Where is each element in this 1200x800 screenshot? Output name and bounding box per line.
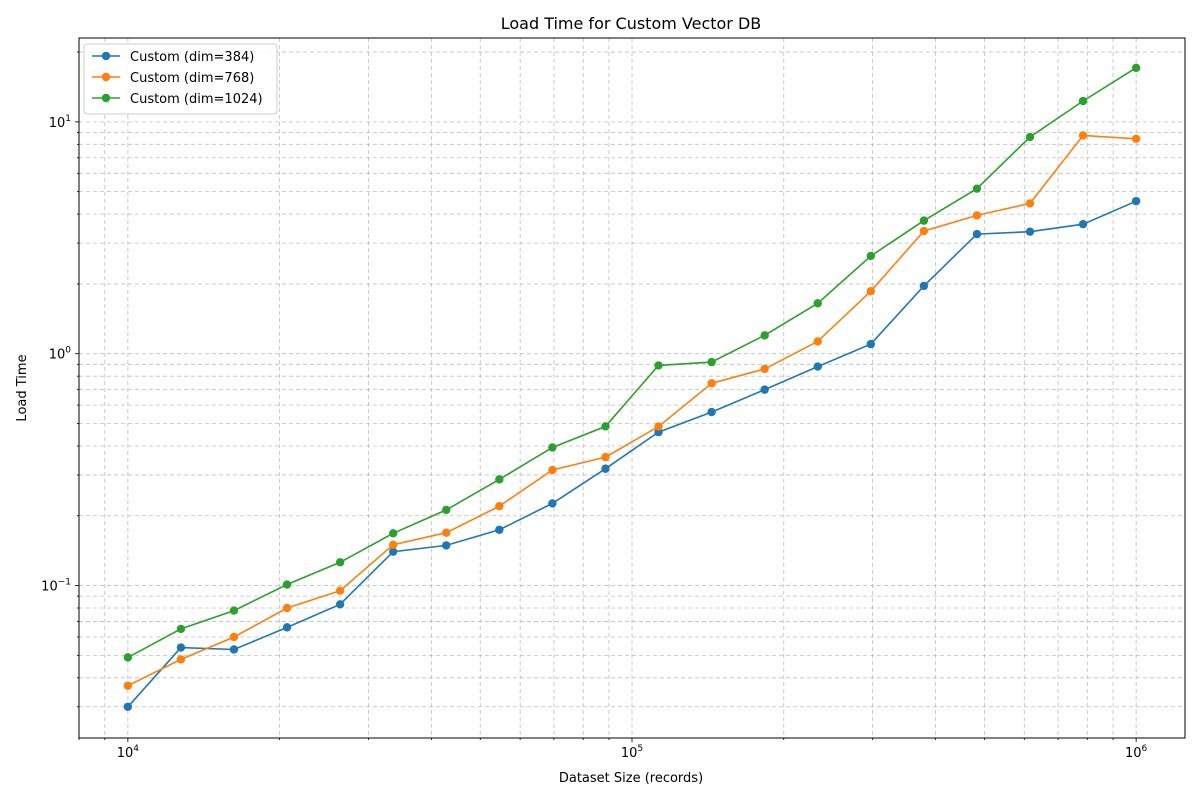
legend-swatch-marker	[101, 51, 111, 61]
data-point	[176, 643, 186, 652]
data-point	[813, 299, 822, 308]
x-tick-label: 104	[117, 744, 140, 761]
data-point	[176, 624, 186, 634]
data-point	[1131, 63, 1141, 73]
x-tick-label: 105	[621, 744, 643, 761]
legend-label: Custom (dim=768)	[130, 71, 254, 86]
y-tick-label: 100	[49, 346, 72, 363]
data-point	[335, 586, 345, 595]
legend-box	[83, 43, 278, 115]
x-tick-label: 106	[1125, 744, 1148, 761]
data-point	[1025, 227, 1035, 236]
data-point	[388, 529, 398, 538]
grid	[78, 38, 1185, 738]
data-point	[442, 505, 451, 515]
data-point	[972, 184, 982, 193]
legend: Custom (dim=384) Custom (dim=768) Custom (…	[83, 43, 278, 115]
data-point	[123, 653, 133, 662]
data-point	[1078, 96, 1088, 106]
data-point	[1131, 196, 1141, 206]
legend-swatch-marker	[101, 72, 111, 82]
data-point	[388, 547, 398, 556]
data-point	[760, 331, 769, 340]
legend-label: Custom (dim=384)	[130, 50, 254, 65]
data-point	[495, 525, 504, 534]
data-point	[282, 580, 292, 589]
data-point	[388, 540, 398, 549]
data-point	[1078, 131, 1088, 140]
data-point	[442, 541, 451, 550]
data-point	[123, 702, 133, 711]
data-point	[760, 364, 769, 374]
legend-item: Custom (dim=1024)	[92, 92, 263, 107]
data-point	[123, 681, 133, 690]
data-point	[919, 226, 929, 236]
data-point	[1131, 134, 1141, 144]
data-point	[707, 379, 716, 388]
series-line	[127, 200, 1137, 708]
data-point	[335, 600, 345, 609]
series-3	[123, 63, 1141, 662]
data-point	[654, 422, 663, 431]
data-point	[229, 645, 239, 654]
data-point	[1025, 199, 1035, 208]
data-point	[972, 229, 982, 239]
data-point	[866, 339, 876, 349]
data-point	[972, 211, 982, 220]
data-point	[442, 528, 451, 537]
data-point	[707, 357, 716, 367]
data-point	[813, 362, 822, 371]
data-point	[813, 337, 822, 346]
data-point	[548, 499, 557, 508]
y-tick-label: 101	[49, 114, 71, 131]
data-point	[601, 422, 610, 431]
data-point	[601, 452, 610, 462]
series-line	[127, 67, 1137, 659]
series-group	[123, 63, 1141, 711]
x-axis-label: Dataset Size (records)	[559, 771, 703, 786]
data-point	[495, 475, 504, 484]
y-tick-label: 10−1	[41, 578, 71, 595]
y-axis-label: Load Time	[15, 354, 30, 421]
data-point	[282, 623, 292, 632]
data-point	[707, 407, 716, 417]
series-line	[127, 134, 1137, 687]
data-point	[866, 287, 876, 296]
legend-swatch-marker	[101, 93, 111, 103]
data-point	[1078, 219, 1088, 229]
legend-item: Custom (dim=384)	[92, 50, 254, 65]
data-point	[1025, 132, 1035, 142]
data-point	[229, 606, 239, 615]
legend-item: Custom (dim=768)	[92, 71, 254, 86]
legend-label: Custom (dim=1024)	[130, 92, 263, 107]
data-point	[866, 251, 876, 261]
axis-ticks: 104 105 106 10−1 100 101	[41, 51, 1148, 761]
data-point	[229, 632, 239, 642]
data-point	[548, 465, 557, 475]
data-point	[601, 464, 610, 473]
data-point	[495, 501, 504, 511]
data-point	[654, 361, 663, 370]
data-point	[919, 281, 929, 291]
data-point	[548, 443, 557, 452]
data-point	[919, 216, 929, 225]
data-point	[282, 603, 292, 613]
data-point	[760, 385, 769, 394]
chart-title: Load Time for Custom Vector DB	[501, 14, 762, 33]
data-point	[335, 558, 345, 567]
data-point	[176, 655, 186, 664]
series-2	[123, 131, 1141, 690]
